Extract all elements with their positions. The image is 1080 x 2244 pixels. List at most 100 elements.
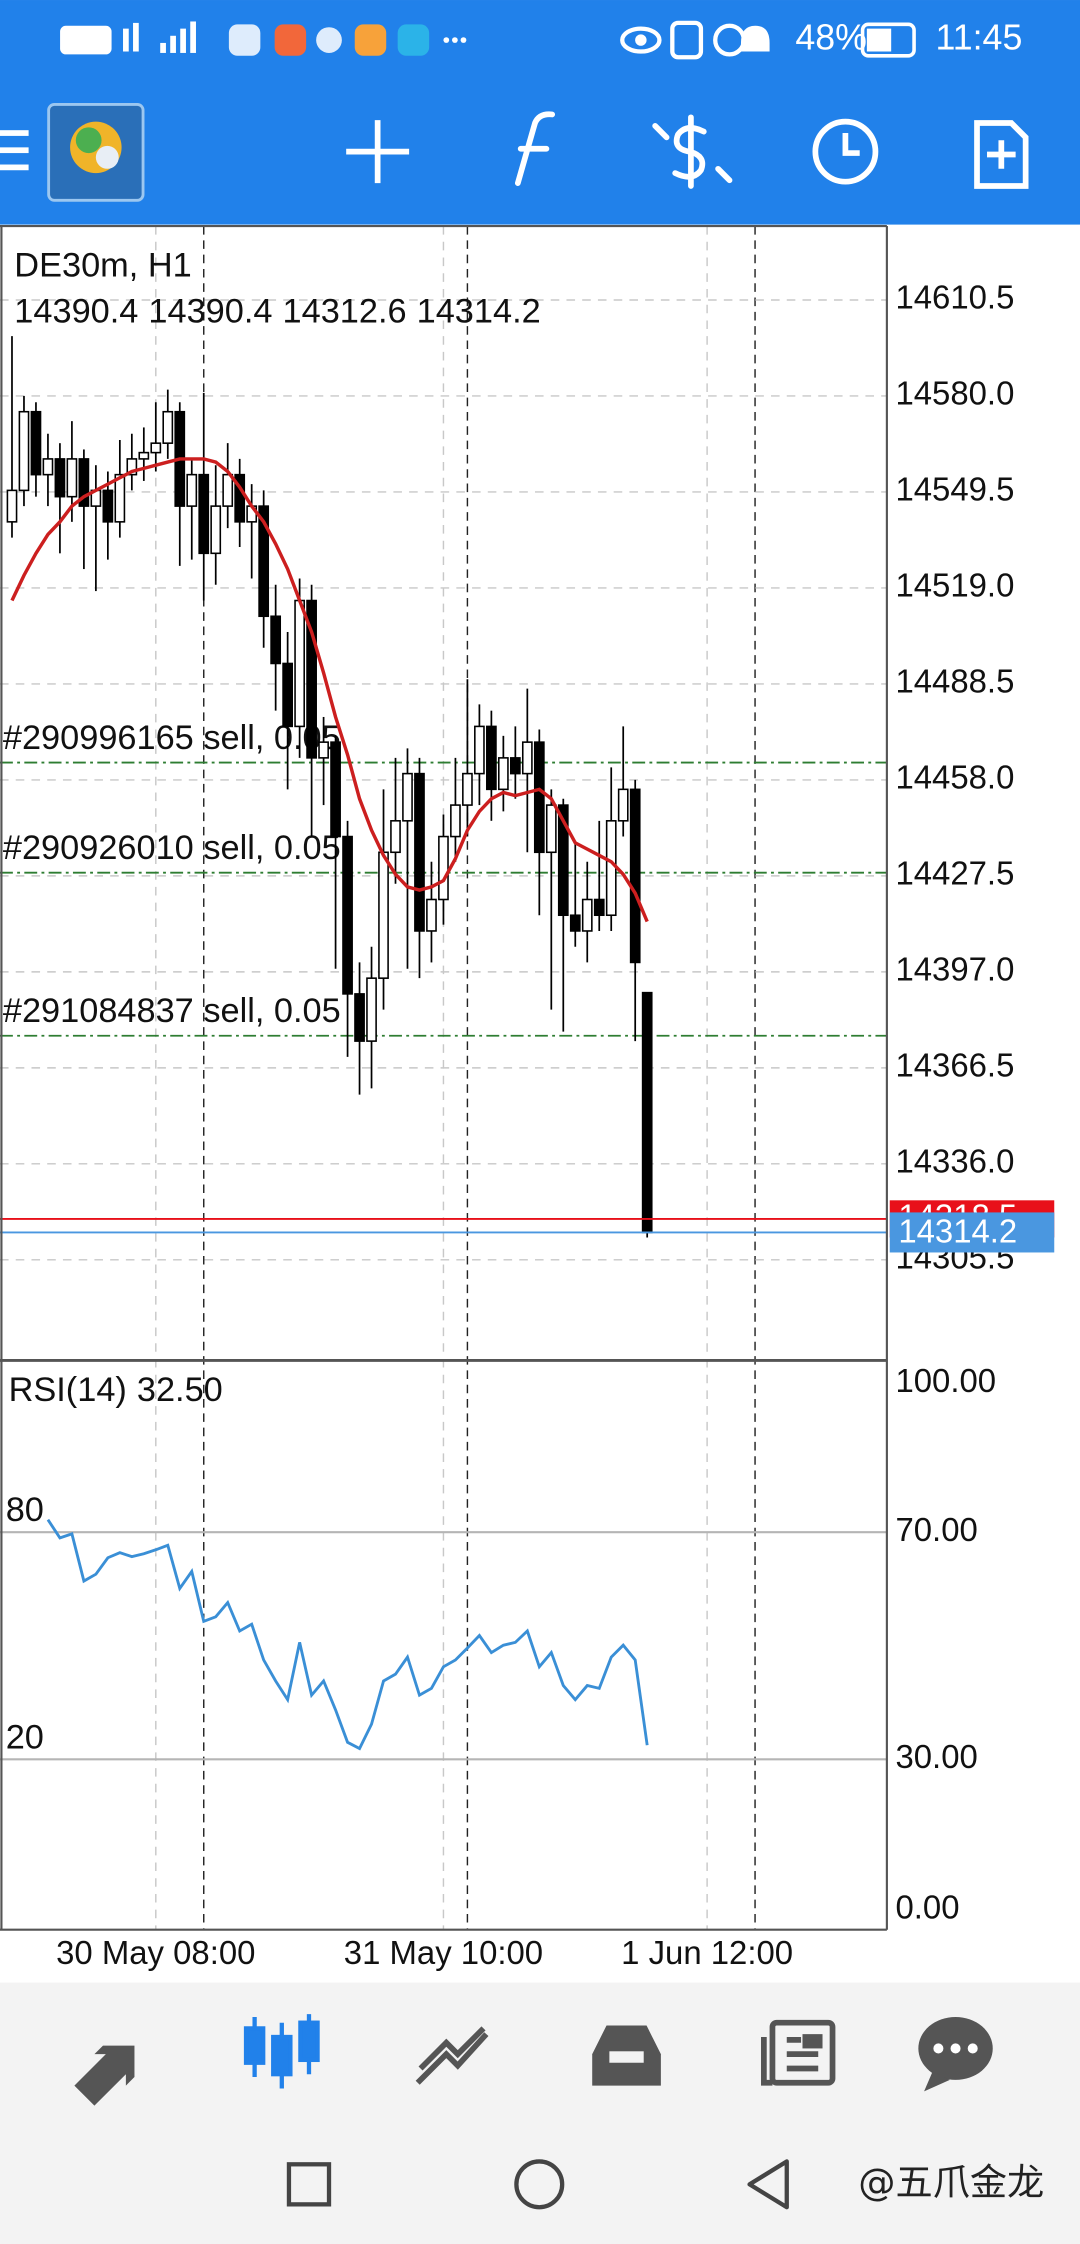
candle-body xyxy=(629,788,641,964)
status-icons xyxy=(60,20,916,60)
ohlc-value: 14390.4 xyxy=(148,292,272,330)
candle-body xyxy=(450,804,461,838)
y-tick-label: 14427.5 xyxy=(895,855,1014,892)
menu-button[interactable] xyxy=(0,130,29,171)
crosshair-button[interactable] xyxy=(346,120,410,184)
candle-body xyxy=(402,772,413,822)
trade-button[interactable] xyxy=(652,114,733,189)
chart: 30 May 08:00 31 May 10:00 1 Jun 12:00 14610… xyxy=(0,226,1055,1971)
battery: 48% xyxy=(795,18,867,58)
rsi-header: RSI(14) 32.50 xyxy=(9,1371,223,1409)
y-tick-label: 14610.5 xyxy=(895,279,1014,316)
candle-body xyxy=(330,741,341,838)
candle-body xyxy=(6,489,18,523)
candle-body xyxy=(186,473,198,507)
candle-body xyxy=(486,725,497,791)
y-tick-label: 14488.5 xyxy=(895,663,1014,700)
candle-body xyxy=(150,442,162,454)
candle-body xyxy=(509,757,521,775)
rsi-value: 32.50 xyxy=(137,1371,223,1409)
y-tick-label: 14549.5 xyxy=(895,471,1014,508)
candle-body xyxy=(557,804,569,917)
watermark: @五爪金龙 xyxy=(858,2160,1044,2204)
y-tick-label: 14397.0 xyxy=(895,951,1014,988)
candle-body xyxy=(366,977,377,1042)
candle-body xyxy=(222,473,234,507)
x-tick-label: 31 May 10:00 xyxy=(344,1934,543,1971)
candle-body xyxy=(581,898,593,932)
candle-body xyxy=(54,458,66,498)
y-tick-label: 14580.0 xyxy=(895,375,1014,412)
candle-body xyxy=(390,820,401,854)
candle-body xyxy=(18,410,30,492)
symbol-title: DE30m, H1 xyxy=(14,247,191,285)
bid-label: 14314.2 xyxy=(898,1213,1017,1250)
chart-tab[interactable] xyxy=(243,2014,320,2089)
candle-body xyxy=(438,835,449,901)
candle-body xyxy=(270,615,282,665)
candle-body xyxy=(306,599,317,759)
order-label: #290926010 sell, 0.05 xyxy=(3,829,341,867)
ohlc-value: 14314.2 xyxy=(417,292,541,330)
x-tick-label: 30 May 08:00 xyxy=(56,1934,255,1971)
quotes-tab[interactable] xyxy=(74,2045,135,2106)
level-text: 80 xyxy=(6,1491,44,1529)
ohlc-value: 14390.4 xyxy=(14,292,138,330)
candle-body xyxy=(318,741,329,759)
app-logo[interactable] xyxy=(47,103,145,202)
candle-body xyxy=(593,898,605,917)
chat-tab[interactable] xyxy=(918,2016,993,2092)
y-tick-label: 30.00 xyxy=(895,1738,977,1775)
candle-body xyxy=(462,772,473,806)
candle-body xyxy=(258,505,270,618)
indicator-button[interactable] xyxy=(514,111,556,186)
news-tab[interactable] xyxy=(761,2019,836,2086)
trade-tab[interactable] xyxy=(415,2026,489,2085)
candle-body xyxy=(605,820,617,917)
recent-apps-button[interactable] xyxy=(286,2162,332,2207)
candle-body xyxy=(533,741,545,854)
top-bar xyxy=(0,0,1080,225)
candle-body xyxy=(210,505,222,555)
candle-body xyxy=(426,898,437,932)
rsi-name: RSI(14) xyxy=(9,1371,127,1409)
candle-body xyxy=(138,451,150,460)
candle-body xyxy=(126,458,138,476)
bid-label-box xyxy=(889,1212,1055,1253)
candle-body xyxy=(282,662,294,728)
candle-body xyxy=(234,473,246,523)
candle-body xyxy=(521,741,533,775)
history-tab[interactable] xyxy=(592,2025,661,2086)
candle-body xyxy=(342,835,353,995)
rsi-line xyxy=(46,1518,649,1751)
history-button[interactable] xyxy=(812,118,879,185)
candle-body xyxy=(545,804,557,854)
candle-body xyxy=(294,599,305,728)
candle-body xyxy=(102,489,114,523)
candle-body xyxy=(498,757,509,791)
candle-body xyxy=(354,993,365,1042)
home-button[interactable] xyxy=(514,2159,565,2210)
candle-body xyxy=(569,914,581,932)
candle-body xyxy=(162,410,174,444)
y-tick-label: 0.00 xyxy=(895,1888,959,1925)
candle-body xyxy=(641,991,653,1234)
y-tick-label: 14336.0 xyxy=(895,1143,1014,1180)
candle-body xyxy=(30,410,42,476)
new-order-button[interactable] xyxy=(974,120,1029,189)
y-tick-label: 14366.5 xyxy=(895,1047,1014,1084)
candle-body xyxy=(66,458,78,498)
moving-average xyxy=(10,457,649,923)
candle-body xyxy=(378,851,389,979)
back-button[interactable] xyxy=(747,2159,789,2210)
bottom-bar xyxy=(0,1982,1080,2244)
candle-body xyxy=(114,473,126,523)
ohlc-header: 14390.4 14390.4 14312.6 14314.2 xyxy=(14,292,540,330)
candle-body xyxy=(78,458,90,507)
clock: 11:45 xyxy=(936,18,1023,58)
candle-body xyxy=(414,772,425,932)
y-tick-label: 14519.0 xyxy=(895,567,1014,604)
candle-body xyxy=(42,458,54,476)
